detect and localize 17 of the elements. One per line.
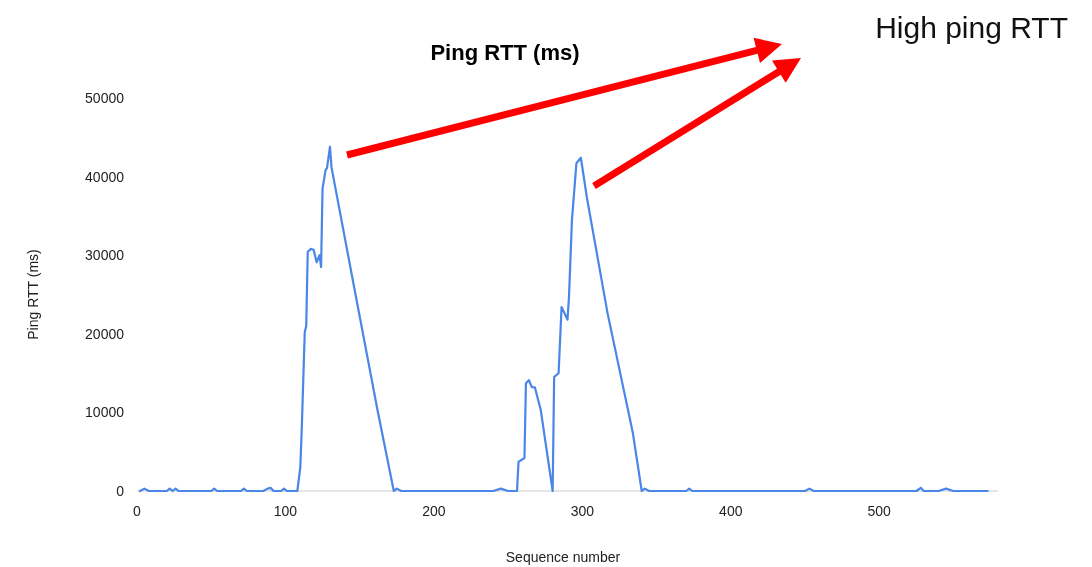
x-tick-label: 300	[570, 503, 595, 519]
y-tick-label: 20000	[85, 325, 125, 342]
x-tick-label: 400	[719, 503, 743, 519]
y-axis-title: Ping RTT (ms)	[25, 249, 41, 340]
y-tick-label: 0	[116, 482, 125, 499]
y-tick-label: 30000	[85, 247, 125, 264]
y-tick-label: 50000	[85, 89, 125, 106]
text: High ping RTT	[875, 11, 1068, 44]
x-tick-label: 0	[133, 503, 142, 519]
x-tick-label: 100	[273, 503, 298, 519]
y-tick-label: 10000	[85, 404, 125, 421]
line-series	[138, 145, 989, 493]
y-tick-label: 40000	[85, 168, 125, 185]
chart-title: Ping RTT (ms)	[430, 40, 580, 65]
x-tick-label: 200	[422, 503, 446, 519]
x-tick-label: 500	[867, 503, 892, 519]
x-axis-title: Sequence number	[505, 549, 621, 565]
